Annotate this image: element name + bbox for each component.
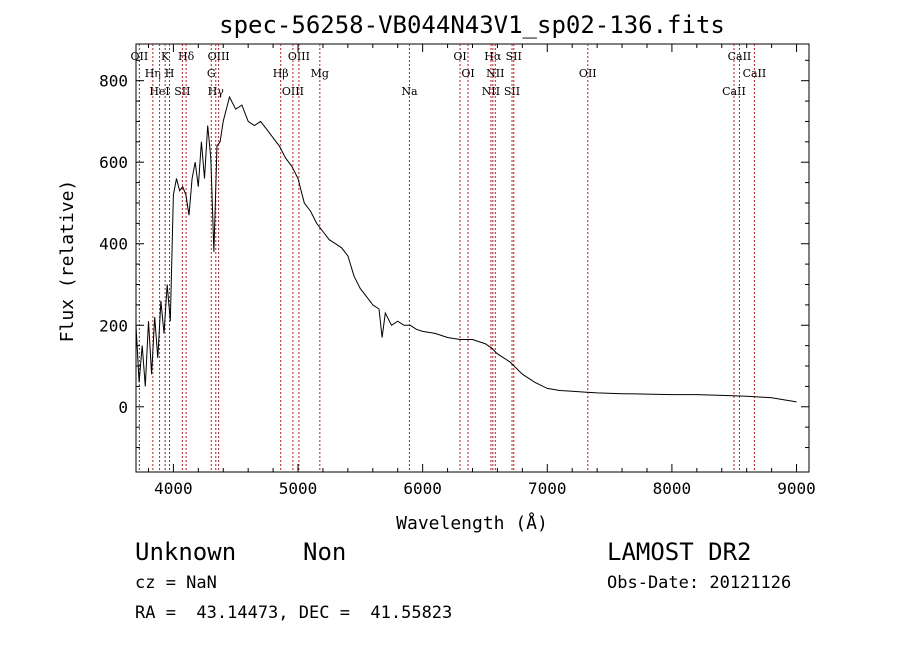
spectrum-line bbox=[135, 95, 797, 403]
object-class: Unknown bbox=[135, 538, 237, 566]
line-marker-label: CaII bbox=[728, 50, 752, 63]
y-axis-label: Flux (relative) bbox=[57, 180, 78, 343]
line-marker-label: Hγ bbox=[208, 85, 225, 98]
line-marker-label: G bbox=[207, 67, 216, 80]
line-marker-label: SII bbox=[174, 85, 190, 98]
survey-name: LAMOST DR2 bbox=[607, 538, 752, 566]
redshift-cz: cz = NaN bbox=[135, 573, 217, 593]
line-marker-label: SII bbox=[504, 85, 520, 98]
line-marker-label: NII bbox=[486, 67, 504, 80]
y-tick-label: 800 bbox=[99, 72, 128, 91]
line-marker-label: K bbox=[161, 50, 170, 63]
line-marker-label: OI bbox=[453, 50, 466, 63]
line-marker-label: CaII bbox=[743, 67, 767, 80]
x-tick-label: 4000 bbox=[154, 479, 193, 498]
line-marker-label: H bbox=[165, 67, 175, 80]
line-marker-label: SII bbox=[506, 50, 522, 63]
line-marker-label: Hη bbox=[145, 67, 161, 80]
obs-date: Obs-Date: 20121126 bbox=[607, 573, 792, 593]
line-marker-label: NII bbox=[482, 85, 500, 98]
line-marker-label: Hα bbox=[484, 50, 502, 63]
axis-ticks: 4000 5000 6000 7000 8000 9000 0 200 400 600 800 bbox=[99, 44, 816, 498]
line-marker-label: Hβ bbox=[273, 67, 289, 80]
x-tick-label: 8000 bbox=[653, 479, 692, 498]
x-tick-label: 7000 bbox=[528, 479, 567, 498]
emission-line-markers: OIIHηHeIKHSIIHδGHγOIIIHβOIIIOIIIMgNaOIOI… bbox=[131, 44, 767, 472]
line-marker-label: Mg bbox=[311, 67, 329, 80]
chart-title: spec-56258-VB044N43V1_sp02-136.fits bbox=[219, 11, 725, 39]
x-tick-label: 6000 bbox=[403, 479, 442, 498]
line-marker-label: Hδ bbox=[178, 50, 195, 63]
y-tick-label: 200 bbox=[99, 316, 128, 335]
line-marker-label: OII bbox=[579, 67, 597, 80]
object-subclass: Non bbox=[303, 538, 347, 566]
line-marker-label: Na bbox=[401, 85, 418, 98]
x-axis-label: Wavelength (Å) bbox=[396, 512, 548, 534]
line-marker-label: OIII bbox=[282, 85, 304, 98]
x-tick-label: 9000 bbox=[777, 479, 816, 498]
y-tick-label: 0 bbox=[118, 398, 128, 417]
line-marker-label: OII bbox=[131, 50, 149, 63]
y-tick-label: 600 bbox=[99, 153, 128, 172]
line-marker-label: OI bbox=[461, 67, 474, 80]
line-marker-label: OIII bbox=[208, 50, 230, 63]
line-marker-label: CaII bbox=[722, 85, 746, 98]
line-marker-label: OIII bbox=[288, 50, 310, 63]
y-tick-label: 400 bbox=[99, 235, 128, 254]
coordinates: RA = 43.14473, DEC = 41.55823 bbox=[135, 603, 453, 623]
line-marker-label: HeI bbox=[149, 85, 169, 98]
x-tick-label: 5000 bbox=[279, 479, 318, 498]
